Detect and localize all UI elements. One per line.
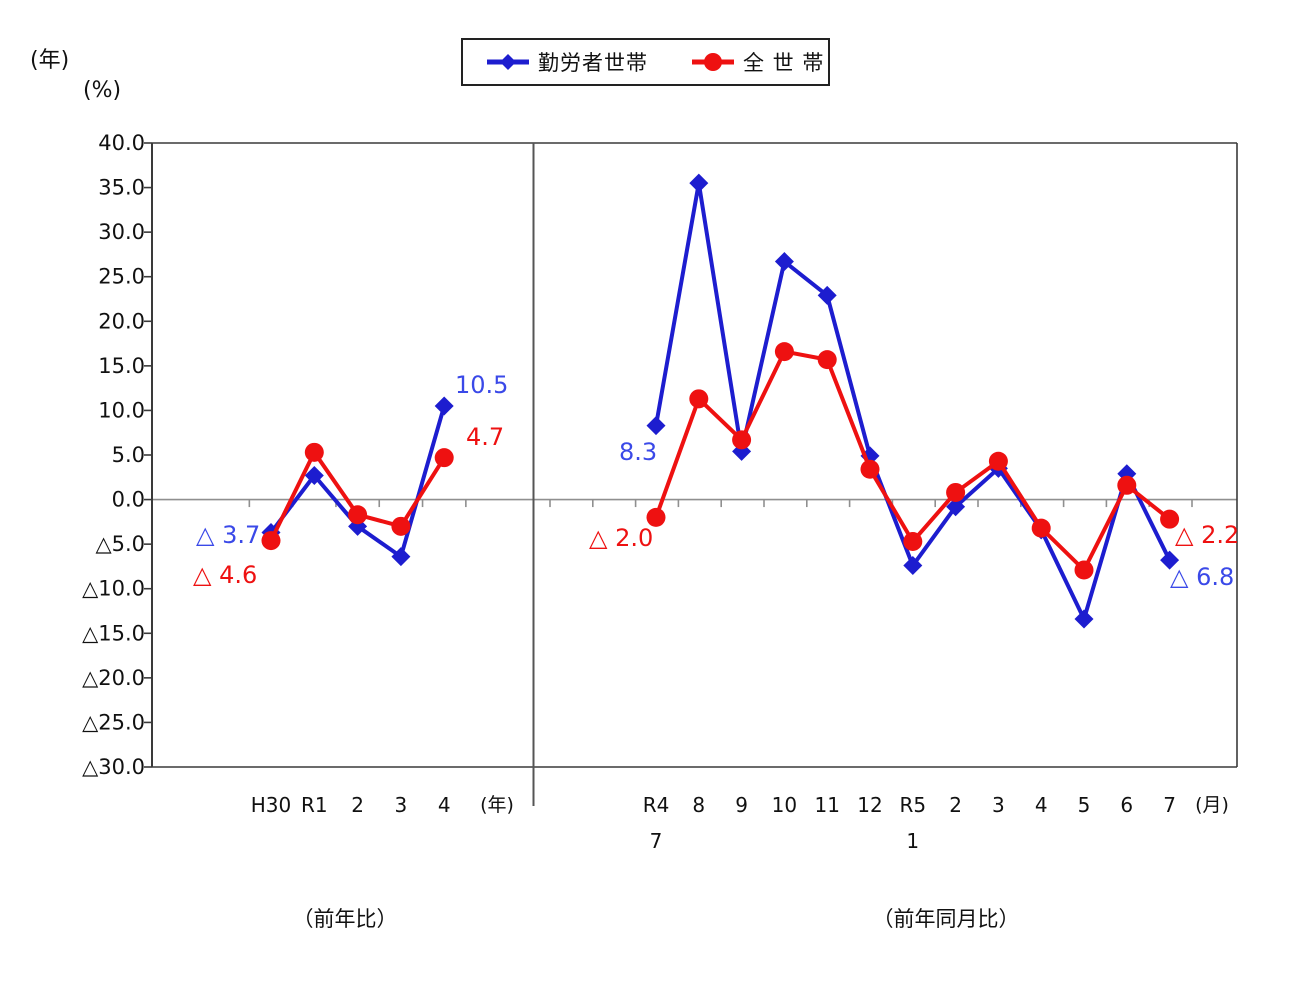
y-tick-label: △15.0: [82, 621, 145, 645]
x-category-label: 7: [1163, 793, 1176, 817]
x-category-label: 10: [772, 793, 797, 817]
marker-diamond: [817, 285, 837, 305]
y-tick-label: △5.0: [95, 532, 145, 556]
x-category-label: 12: [857, 793, 882, 817]
legend-item-worker-households: 勤労者世帯: [487, 47, 648, 77]
x-category-label: 8: [692, 793, 705, 817]
marker-circle: [946, 482, 966, 502]
y-tick-label: △25.0: [82, 710, 145, 734]
marker-diamond: [903, 556, 923, 576]
x-category-sublabel: 1: [906, 829, 919, 853]
marker-diamond: [1160, 550, 1180, 570]
y-tick-label: 10.0: [98, 398, 145, 422]
marker-circle: [860, 459, 880, 479]
x-category-label: 6: [1120, 793, 1133, 817]
legend-label-all-households: 全 世 帯: [743, 51, 825, 75]
x-category-label: 4: [1035, 793, 1048, 817]
legend-box: 勤労者世帯 全 世 帯: [461, 38, 830, 86]
marker-diamond: [774, 252, 794, 272]
data-point-label: △ 2.2: [1175, 521, 1239, 549]
corner-unit-label: (年): [30, 48, 70, 73]
marker-circle: [1160, 509, 1180, 529]
x-category-label: 3: [395, 793, 408, 817]
x-category-label: 5: [1078, 793, 1091, 817]
x-axis-unit-label: (月): [1195, 794, 1229, 816]
data-point-label: △ 4.6: [193, 561, 257, 589]
marker-circle: [774, 342, 794, 362]
data-point-label: △ 6.8: [1170, 563, 1234, 591]
x-category-label: H30: [251, 793, 292, 817]
data-point-label: 10.5: [455, 371, 508, 399]
y-tick-label: 5.0: [112, 443, 145, 467]
marker-diamond: [391, 547, 411, 567]
caption-year-on-month: （前年同月比）: [872, 907, 1020, 931]
x-category-label: 9: [735, 793, 748, 817]
marker-circle: [646, 507, 666, 527]
x-category-label: 3: [992, 793, 1005, 817]
y-tick-label: 20.0: [98, 309, 145, 333]
marker-circle: [1117, 475, 1137, 495]
y-tick-label: 0.0: [112, 488, 145, 512]
legend-item-all-households: 全 世 帯: [692, 47, 824, 77]
marker-circle: [988, 451, 1008, 471]
x-category-label: R4: [643, 793, 670, 817]
marker-circle: [817, 350, 837, 370]
marker-circle: [1031, 518, 1051, 538]
marker-diamond: [1074, 609, 1094, 629]
legend-label-worker-households: 勤労者世帯: [538, 51, 648, 75]
marker-diamond: [434, 396, 454, 416]
y-tick-label: △30.0: [82, 755, 145, 779]
data-point-label: 8.3: [619, 438, 657, 466]
x-category-label: 11: [814, 793, 839, 817]
marker-circle: [1074, 560, 1094, 580]
marker-circle: [391, 516, 411, 536]
y-tick-label: △10.0: [82, 577, 145, 601]
marker-circle: [732, 430, 752, 450]
marker-circle: [689, 389, 709, 409]
x-category-label: 2: [949, 793, 962, 817]
marker-diamond: [304, 466, 324, 486]
x-category-label: R1: [301, 793, 328, 817]
x-category-label: 2: [351, 793, 364, 817]
y-tick-label: 40.0: [98, 131, 145, 155]
y-tick-label: 30.0: [98, 220, 145, 244]
marker-circle: [304, 442, 324, 462]
caption-year-on-year: （前年比）: [292, 907, 398, 931]
marker-diamond: [646, 416, 666, 436]
x-category-label: R5: [899, 793, 926, 817]
marker-diamond: [689, 173, 709, 193]
marker-circle: [348, 505, 368, 525]
y-tick-label: 35.0: [98, 176, 145, 200]
data-point-label: 4.7: [466, 423, 504, 451]
y-tick-label: △20.0: [82, 666, 145, 690]
data-point-label: △ 2.0: [589, 524, 653, 552]
legend-marker-diamond: [487, 54, 529, 70]
marker-circle: [434, 448, 454, 468]
x-category-label: 4: [438, 793, 451, 817]
y-axis-unit-label: (%): [83, 78, 122, 103]
y-tick-label: 25.0: [98, 265, 145, 289]
x-category-sublabel: 7: [650, 829, 663, 853]
marker-circle: [903, 531, 923, 551]
data-point-label: △ 3.7: [196, 521, 260, 549]
marker-circle: [261, 531, 281, 551]
y-tick-label: 15.0: [98, 354, 145, 378]
legend-marker-circle: [692, 53, 734, 71]
x-axis-unit-label: (年): [480, 794, 514, 816]
marker-diamond: [946, 497, 966, 517]
